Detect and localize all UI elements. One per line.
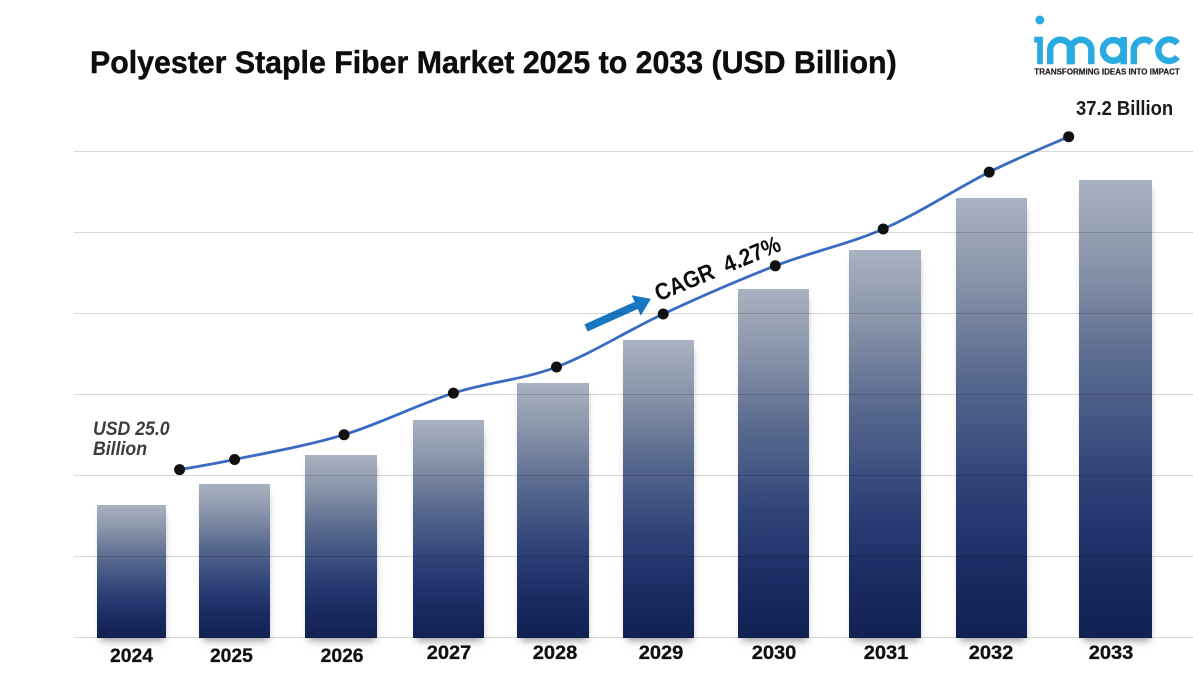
svg-text:TRANSFORMING IDEAS INTO IMPACT: TRANSFORMING IDEAS INTO IMPACT: [1034, 67, 1180, 76]
